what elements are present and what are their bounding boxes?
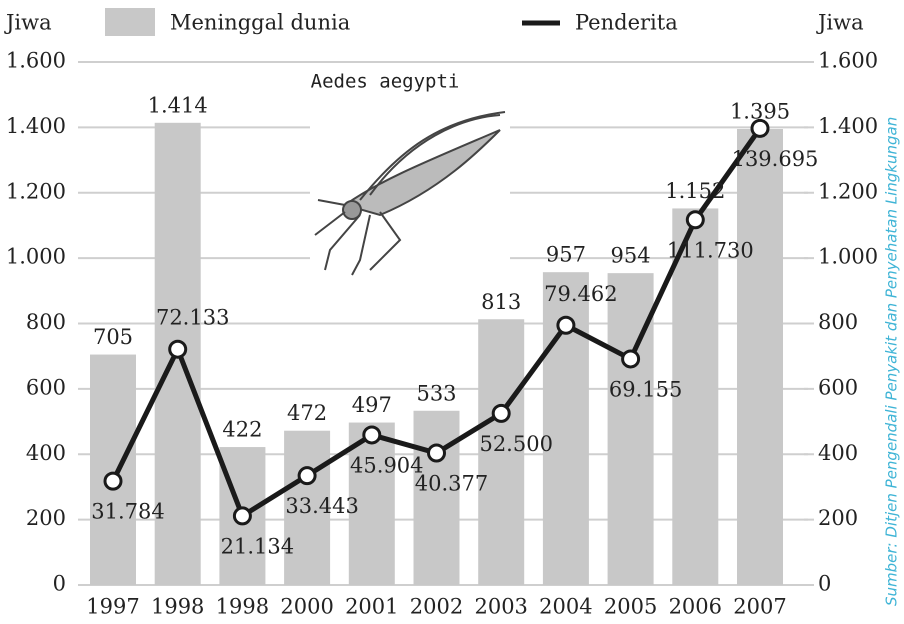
line-value-label: 21.134 [221, 534, 294, 558]
y2-tick-label: 1.200 [818, 179, 878, 203]
y-tick-label: 200 [26, 506, 66, 530]
bar [737, 129, 783, 585]
bar-value-label: 1.152 [665, 179, 725, 203]
y2-tick-label: 0 [818, 572, 831, 596]
line-value-label: 40.377 [415, 472, 488, 496]
y-axis-label: Jiwa [4, 11, 52, 35]
y2-axis-label: Jiwa [816, 11, 864, 35]
line-point [364, 427, 380, 443]
line-point [752, 120, 768, 136]
x-tick-label: 2001 [345, 595, 398, 619]
bar-value-label: 954 [611, 244, 651, 268]
y-tick-label: 1.600 [6, 49, 66, 73]
bar-value-label: 813 [481, 290, 521, 314]
line-value-label: 33.443 [285, 494, 358, 518]
line-point [429, 445, 445, 461]
bar-value-label: 705 [93, 325, 133, 349]
line-point [105, 473, 121, 489]
x-tick-label: 1998 [216, 595, 269, 619]
x-tick-label: 2006 [669, 595, 722, 619]
bar-value-label: 497 [352, 393, 392, 417]
bar [90, 355, 136, 585]
bar-value-label: 422 [222, 418, 262, 442]
line-value-label: 52.500 [479, 432, 552, 456]
line-point [558, 317, 574, 333]
x-tick-label: 1998 [151, 595, 204, 619]
y-tick-label: 1.200 [6, 179, 66, 203]
y2-tick-label: 1.000 [818, 245, 878, 269]
line-value-label: 45.904 [350, 453, 423, 477]
x-tick-label: 2003 [474, 595, 527, 619]
legend-label: Penderita [575, 11, 678, 35]
line-value-label: 31.784 [91, 500, 164, 524]
x-tick-label: 2000 [280, 595, 333, 619]
x-tick-label: 2007 [733, 595, 786, 619]
y2-tick-label: 1.400 [818, 114, 878, 138]
y2-tick-label: 600 [818, 375, 858, 399]
line-point [493, 405, 509, 421]
line-value-label: 72.133 [156, 306, 229, 330]
x-tick-label: 2005 [604, 595, 657, 619]
bar-value-label: 533 [416, 381, 456, 405]
x-tick-label: 2002 [410, 595, 463, 619]
y-tick-label: 0 [53, 572, 66, 596]
x-tick-label: 2004 [539, 595, 592, 619]
bar-value-label: 1.414 [148, 93, 208, 117]
bar-value-label: 472 [287, 401, 327, 425]
y-tick-label: 800 [26, 310, 66, 334]
legend-label: Meninggal dunia [170, 11, 350, 35]
mosquito-illustration [310, 110, 510, 280]
y2-tick-label: 400 [818, 441, 858, 465]
line-point [623, 351, 639, 367]
legend-swatch [105, 8, 155, 36]
bar [414, 411, 460, 585]
chart: Aedes aegypti Sumber: Ditjen Pengendali … [0, 0, 904, 624]
line-value-label: 69.155 [609, 377, 682, 401]
line-value-label: 79.462 [544, 282, 617, 306]
y-tick-label: 600 [26, 375, 66, 399]
y-tick-label: 400 [26, 441, 66, 465]
line-point [687, 212, 703, 228]
line-value-label: 139.695 [732, 147, 819, 171]
bar-value-label: 957 [546, 243, 586, 267]
y2-tick-label: 800 [818, 310, 858, 334]
x-tick-label: 1997 [86, 595, 139, 619]
y2-tick-label: 200 [818, 506, 858, 530]
y-tick-label: 1.400 [6, 114, 66, 138]
line-point [234, 508, 250, 524]
line-point [170, 341, 186, 357]
source: Sumber: Ditjen Pengendali Penyakit dan P… [883, 117, 901, 606]
line-value-label: 111.730 [667, 238, 754, 262]
y2-tick-label: 1.600 [818, 49, 878, 73]
annotation: Aedes aegypti [311, 71, 460, 93]
line-point [299, 468, 315, 484]
y-tick-label: 1.000 [6, 245, 66, 269]
